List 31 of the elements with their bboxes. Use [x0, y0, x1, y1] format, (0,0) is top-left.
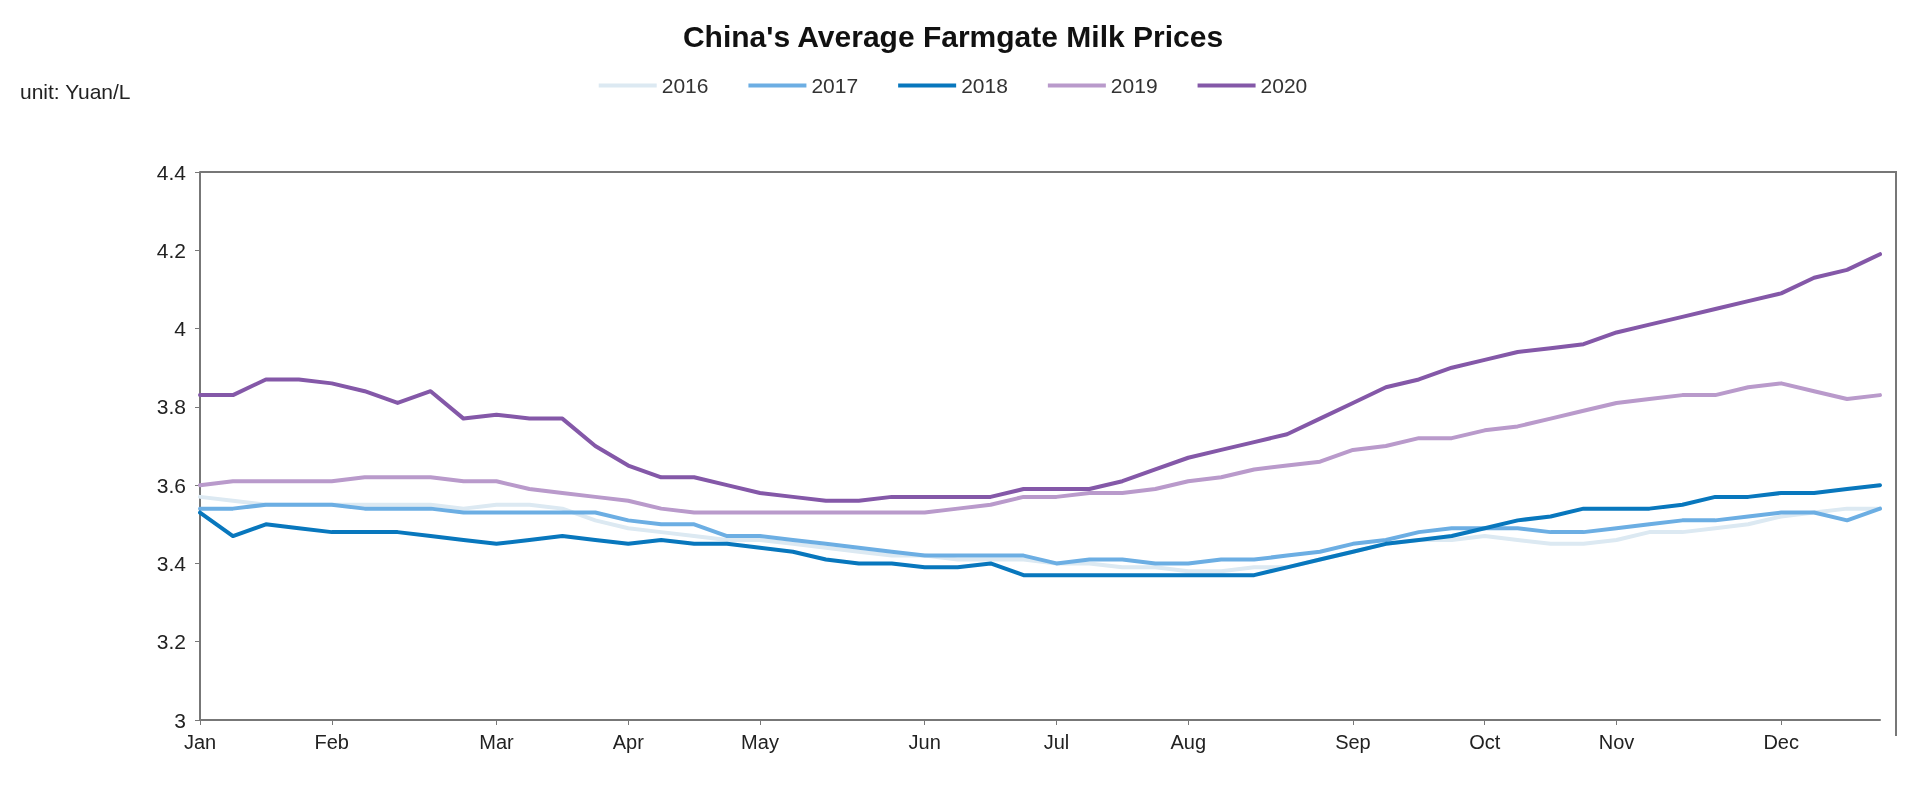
x-tick-label: Oct	[1469, 731, 1501, 753]
chart-title: China's Average Farmgate Milk Prices	[682, 19, 1224, 53]
y-tick-label: 3	[174, 708, 186, 732]
line-series	[198, 381, 1882, 515]
y-tick-label: 3.8	[156, 395, 186, 419]
y-tick-label: 3.2	[156, 630, 186, 654]
legend-label: 2020	[1260, 74, 1308, 97]
x-tick-label: Feb	[314, 731, 349, 753]
x-tick-label: Mar	[479, 731, 515, 753]
x-tick-label: Jun	[908, 731, 941, 753]
y-tick-label: 3.6	[156, 473, 186, 497]
x-tick-label: Dec	[1763, 731, 1799, 753]
x-tick-label: May	[741, 731, 779, 753]
y-tick-label: 4.2	[156, 238, 186, 262]
legend-label: 2018	[961, 74, 1008, 97]
x-tick-label: Apr	[612, 731, 645, 753]
line-series	[198, 502, 1882, 566]
x-tick-label: Sep	[1335, 731, 1371, 753]
y-tick-label: 3.4	[156, 551, 187, 575]
x-tick-label: Jan	[183, 731, 217, 753]
y-axis-title: unit: Yuan/L	[20, 80, 131, 103]
legend-label: 2017	[811, 74, 859, 97]
x-tick-label: Jul	[1043, 731, 1070, 753]
legend-label: 2019	[1110, 74, 1158, 97]
line-series	[198, 483, 1882, 578]
y-tick-label: 4.4	[156, 160, 187, 184]
y-tick-label: 4	[174, 317, 187, 341]
legend-label: 2016	[661, 74, 709, 97]
x-tick-label: Nov	[1598, 731, 1635, 753]
x-tick-label: Aug	[1170, 731, 1207, 753]
line-series	[198, 252, 1882, 503]
